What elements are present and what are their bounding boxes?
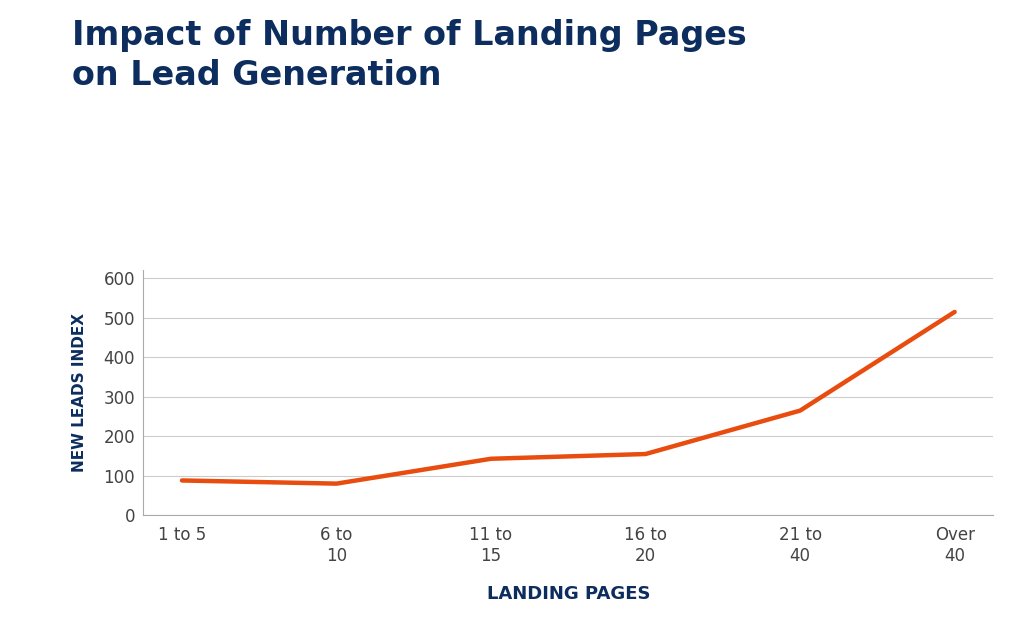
- Y-axis label: NEW LEADS INDEX: NEW LEADS INDEX: [72, 314, 87, 472]
- X-axis label: LANDING PAGES: LANDING PAGES: [486, 585, 650, 603]
- Text: Impact of Number of Landing Pages
on Lead Generation: Impact of Number of Landing Pages on Lea…: [72, 19, 746, 92]
